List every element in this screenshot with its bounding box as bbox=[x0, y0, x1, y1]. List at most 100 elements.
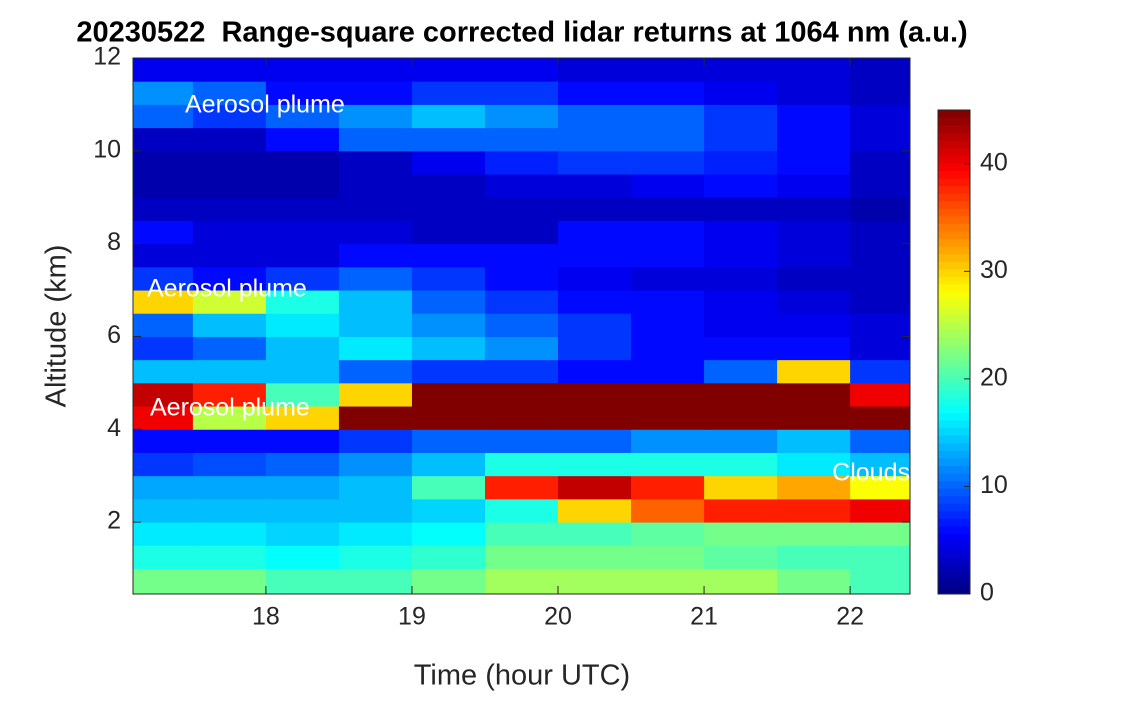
heatmap-cell bbox=[192, 568, 267, 595]
heatmap-cell bbox=[192, 197, 267, 221]
heatmap-cell bbox=[558, 127, 632, 152]
heatmap-cell bbox=[850, 336, 911, 361]
heatmap-cell bbox=[265, 336, 340, 361]
heatmap-cell bbox=[484, 290, 559, 314]
heatmap-cell bbox=[631, 568, 705, 595]
heatmap-cell bbox=[133, 266, 194, 291]
colorbar-tick-label: 10 bbox=[980, 471, 1008, 499]
heatmap-cell bbox=[411, 522, 486, 546]
heatmap-cell bbox=[558, 243, 632, 268]
colorbar-swatch bbox=[938, 578, 970, 587]
heatmap-cell bbox=[265, 313, 340, 337]
colorbar-tick-label: 20 bbox=[980, 363, 1008, 391]
heatmap-cell bbox=[338, 197, 413, 221]
colorbar-swatch bbox=[938, 155, 970, 164]
x-tick-label: 20 bbox=[544, 603, 572, 631]
colorbar-swatch bbox=[938, 435, 970, 444]
heatmap-cell bbox=[133, 382, 194, 407]
heatmap-cell bbox=[631, 522, 705, 546]
x-tick-label: 21 bbox=[690, 603, 718, 631]
heatmap-cell bbox=[411, 406, 486, 430]
heatmap-cell bbox=[777, 545, 851, 569]
heatmap-cell bbox=[133, 313, 194, 337]
heatmap-cell bbox=[558, 313, 632, 337]
heatmap-cell bbox=[265, 104, 340, 129]
heatmap-cell bbox=[133, 568, 194, 595]
colorbar-swatch bbox=[938, 465, 970, 474]
heatmap-cell bbox=[338, 406, 413, 430]
heatmap-cell bbox=[411, 174, 486, 198]
heatmap-cell bbox=[192, 266, 267, 291]
colorbar-swatch bbox=[938, 488, 970, 497]
colorbar-swatch bbox=[938, 299, 970, 308]
heatmap-cell bbox=[558, 290, 632, 314]
heatmap-cell bbox=[558, 150, 632, 175]
heatmap-cell bbox=[558, 382, 632, 407]
heatmap-cell bbox=[338, 58, 413, 82]
colorbar-swatch bbox=[938, 117, 970, 126]
heatmap-cell bbox=[558, 406, 632, 430]
heatmap-cell bbox=[631, 498, 705, 523]
colorbar-swatch bbox=[938, 571, 970, 580]
x-tick-label: 22 bbox=[836, 603, 864, 631]
colorbar-swatch bbox=[938, 246, 970, 255]
heatmap-cell bbox=[133, 197, 194, 221]
colorbar-swatch bbox=[938, 556, 970, 565]
heatmap-cell bbox=[850, 174, 911, 198]
heatmap-cell bbox=[850, 266, 911, 291]
heatmap-cell bbox=[484, 498, 559, 523]
colorbar-swatch bbox=[938, 291, 970, 300]
y-tick-label: 4 bbox=[107, 414, 121, 442]
heatmap-cell bbox=[265, 452, 340, 477]
colorbar-swatch bbox=[938, 382, 970, 391]
heatmap-cell bbox=[192, 150, 267, 175]
heatmap-cell bbox=[850, 104, 911, 129]
heatmap-cell bbox=[777, 150, 851, 175]
colorbar-swatch bbox=[938, 397, 970, 406]
y-axis-label: Altitude (km) bbox=[41, 245, 73, 408]
colorbar-swatch bbox=[938, 450, 970, 459]
heatmap-cell bbox=[338, 266, 413, 291]
heatmap-cell bbox=[411, 104, 486, 129]
colorbar-tick-label: 0 bbox=[980, 579, 994, 607]
colorbar-swatch bbox=[938, 473, 970, 482]
heatmap-cell bbox=[265, 382, 340, 407]
colorbar-swatch bbox=[938, 125, 970, 134]
heatmap-cell bbox=[338, 150, 413, 175]
heatmap-cell bbox=[265, 568, 340, 595]
heatmap-cell bbox=[411, 568, 486, 595]
heatmap-cell bbox=[631, 429, 705, 453]
heatmap-cell bbox=[265, 127, 340, 152]
y-tick-label: 2 bbox=[107, 507, 121, 535]
colorbar-swatch bbox=[938, 110, 970, 119]
colorbar-swatch bbox=[938, 253, 970, 262]
heatmap-cell bbox=[704, 197, 778, 221]
colorbar-swatch bbox=[938, 367, 970, 376]
heatmap-cell bbox=[484, 429, 559, 453]
heatmap-cell bbox=[338, 359, 413, 384]
heatmap-cell bbox=[484, 104, 559, 129]
colorbar-swatch bbox=[938, 178, 970, 187]
heatmap-cell bbox=[133, 545, 194, 569]
heatmap-cell bbox=[192, 336, 267, 361]
heatmap-cell bbox=[558, 452, 632, 477]
heatmap-cell bbox=[631, 313, 705, 337]
heatmap-cell bbox=[265, 81, 340, 105]
heatmap-cell bbox=[558, 266, 632, 291]
y-tick-label: 12 bbox=[93, 43, 121, 71]
heatmap-cell bbox=[777, 243, 851, 268]
heatmap-cell bbox=[265, 174, 340, 198]
heatmap-cell bbox=[338, 104, 413, 129]
heatmap-cell bbox=[558, 498, 632, 523]
heatmap-cell bbox=[704, 429, 778, 453]
heatmap-cell bbox=[484, 127, 559, 152]
colorbar-swatch bbox=[938, 427, 970, 436]
heatmap-cell bbox=[484, 266, 559, 291]
colorbar-swatch bbox=[938, 215, 970, 224]
colorbar-swatch bbox=[938, 344, 970, 353]
heatmap-cell bbox=[850, 197, 911, 221]
heatmap-cell bbox=[704, 475, 778, 500]
heatmap-cell bbox=[265, 197, 340, 221]
heatmap-cell bbox=[777, 220, 851, 245]
y-tick-label: 6 bbox=[107, 321, 121, 349]
